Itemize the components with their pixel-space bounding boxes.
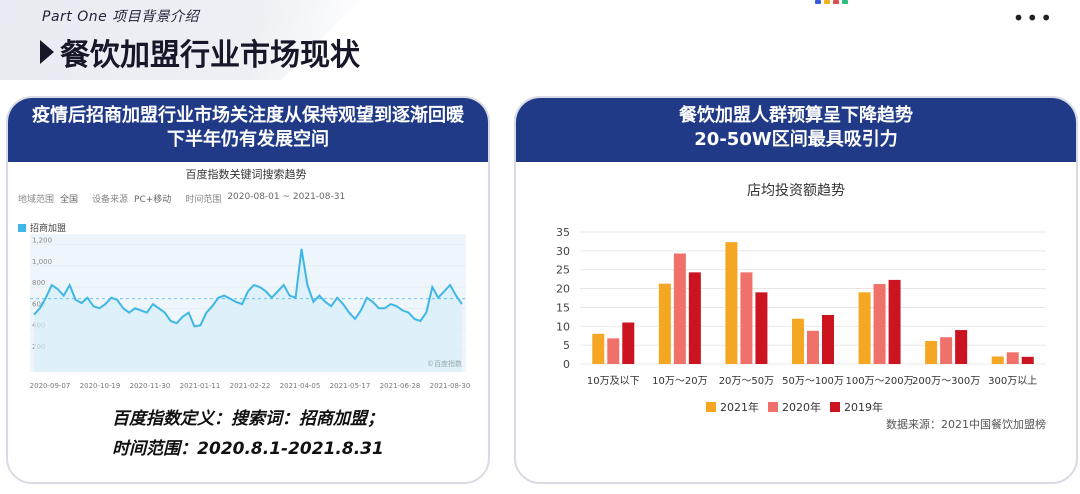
bar-2019年-3 [822, 314, 834, 364]
y-tick-label: 1,000 [32, 258, 52, 266]
investment-bar-chart: 0 5 10 15 20 25 30 35 10万及以下 10万～20万 20万～50万 50万～10… [556, 226, 1046, 414]
x-tick-label: 10万～20万 [652, 376, 707, 387]
series-line-zhaoshang [33, 248, 463, 328]
left-banner: 疫情后招商加盟行业市场关注度从保持观望到逐渐回暖 下半年仍有发展空间 [8, 98, 488, 162]
page-title-wrap: 餐饮加盟行业市场现状 [40, 30, 360, 74]
title-arrow-icon [40, 40, 54, 64]
legend-swatch-2019年 [830, 402, 840, 412]
x-tick-label: 2021-01-11 [180, 382, 221, 390]
bar-2020年-6 [1006, 352, 1019, 364]
x-tick-label: 2020-10-19 [80, 382, 121, 390]
bar-2021年-0 [592, 333, 605, 364]
x-tick-label: 300万以上 [988, 375, 1037, 387]
x-tick-label: 10万及以下 [587, 375, 640, 387]
bar-2020年-4 [873, 284, 886, 364]
device-key: 设备来源 [92, 195, 129, 205]
y-tick-label: 10 [556, 320, 570, 333]
y-tick-label: 25 [556, 264, 570, 277]
baidu-index-panel: 百度指数关键词搜索趋势 地域范围 全国 设备来源 PC+移动 时间范围 2020… [18, 164, 474, 392]
bar-2021年-2 [725, 242, 738, 364]
y-tick-label: 30 [556, 245, 570, 258]
bar-2021年-6 [991, 356, 1004, 364]
y-tick-label: 1,200 [32, 237, 52, 245]
legend-swatch-2020年 [768, 402, 778, 412]
legend-swatch-icon [18, 223, 26, 232]
x-tick-label: 2021-02-22 [230, 382, 271, 390]
x-tick-label: 2021-08-30 [430, 382, 471, 390]
legend-swatch-2021年 [706, 402, 716, 412]
x-tick-label: 50万～100万 [782, 376, 844, 387]
bar-2020年-1 [673, 253, 686, 364]
left-banner-line1: 疫情后招商加盟行业市场关注度从保持观望到逐渐回暖 [32, 105, 464, 126]
legend-label-2020年: 2020年 [782, 400, 821, 414]
x-tick-label: 2021-04-05 [280, 382, 321, 390]
definition-line1: 百度指数定义：搜索词：招商加盟； [112, 409, 384, 429]
y-tick-label: 35 [556, 226, 570, 239]
x-tick-label: 2020-09-07 [30, 382, 71, 390]
right-banner-line2: 20-50W区间最具吸引力 [694, 129, 898, 150]
bar-2019年-6 [1021, 356, 1034, 364]
definition-line2: 时间范围：2020.8.1-2021.8.31 [112, 439, 384, 459]
more-options-icon[interactable]: ••• [1012, 6, 1054, 30]
bar-2021年-5 [925, 340, 938, 364]
baidu-line-chart: 2004006008001,0001,2002020-09-072020-10-… [30, 234, 471, 390]
legend-label-2019年: 2019年 [844, 400, 883, 414]
y-tick-label: 5 [563, 339, 570, 352]
baidu-chart-title: 百度指数关键词搜索趋势 [185, 168, 307, 181]
device-value: PC+移动 [134, 195, 172, 205]
investment-trend-card: 餐饮加盟人群预算呈下降趋势 20-50W区间最具吸引力 店均投资额趋势 0 5 10… [514, 96, 1078, 484]
page-title: 餐饮加盟行业市场现状 [60, 38, 360, 73]
y-tick-label: 15 [556, 301, 570, 314]
brand-logo-icon [815, 0, 848, 4]
bar-2019年-0 [622, 322, 635, 364]
bar-2020年-5 [940, 337, 953, 364]
market-attention-card: 疫情后招商加盟行业市场关注度从保持观望到逐渐回暖 下半年仍有发展空间 百度指数关… [6, 96, 490, 484]
y-tick-label: 0 [563, 358, 570, 371]
legend-label-2021年: 2021年 [720, 400, 759, 414]
left-banner-line2: 下半年仍有发展空间 [167, 129, 329, 150]
time-key: 时间范围 [185, 195, 222, 205]
x-tick-label: 2020-11-30 [130, 382, 171, 390]
baidu-legend: 招商加盟 [18, 221, 474, 234]
baidu-meta: 地域范围 全国 设备来源 PC+移动 时间范围 2020-08-01 ~ 202… [18, 192, 474, 205]
bar-2020年-3 [807, 330, 819, 364]
bar-2021年-4 [858, 292, 871, 364]
region-value: 全国 [60, 195, 79, 205]
x-tick-label: 100万～200万 [845, 376, 913, 387]
bar-2019年-4 [888, 279, 901, 364]
y-tick-label: 800 [32, 279, 45, 287]
series-area [34, 248, 462, 372]
x-tick-label: 2021-05-17 [330, 382, 371, 390]
x-tick-label: 200万～300万 [912, 376, 980, 387]
bar-2019年-5 [955, 330, 968, 364]
bar-2019年-2 [755, 292, 768, 364]
data-source: 数据来源：2021中国餐饮加盟榜 [886, 418, 1046, 431]
y-tick-label: 20 [556, 283, 570, 296]
bar-2020年-0 [607, 338, 620, 364]
legend-label: 招商加盟 [30, 224, 67, 234]
y-tick-label: 600 [32, 300, 45, 308]
baidu-watermark: ©百度指数 [427, 359, 462, 368]
bar-chart-title: 店均投资额趋势 [747, 183, 845, 199]
right-banner-line1: 餐饮加盟人群预算呈下降趋势 [679, 105, 913, 126]
right-banner: 餐饮加盟人群预算呈下降趋势 20-50W区间最具吸引力 [516, 98, 1076, 162]
bar-2020年-2 [740, 272, 753, 364]
bar-2019年-1 [688, 272, 701, 364]
section-label: Part One 项目背景介绍 [42, 9, 200, 25]
bar-2021年-3 [792, 318, 804, 364]
x-tick-label: 2021-06-28 [380, 382, 421, 390]
time-value: 2020-08-01 ~ 2021-08-31 [227, 192, 346, 202]
x-tick-label: 20万～50万 [719, 376, 774, 387]
region-key: 地域范围 [18, 195, 55, 205]
bar-2021年-1 [658, 283, 671, 364]
